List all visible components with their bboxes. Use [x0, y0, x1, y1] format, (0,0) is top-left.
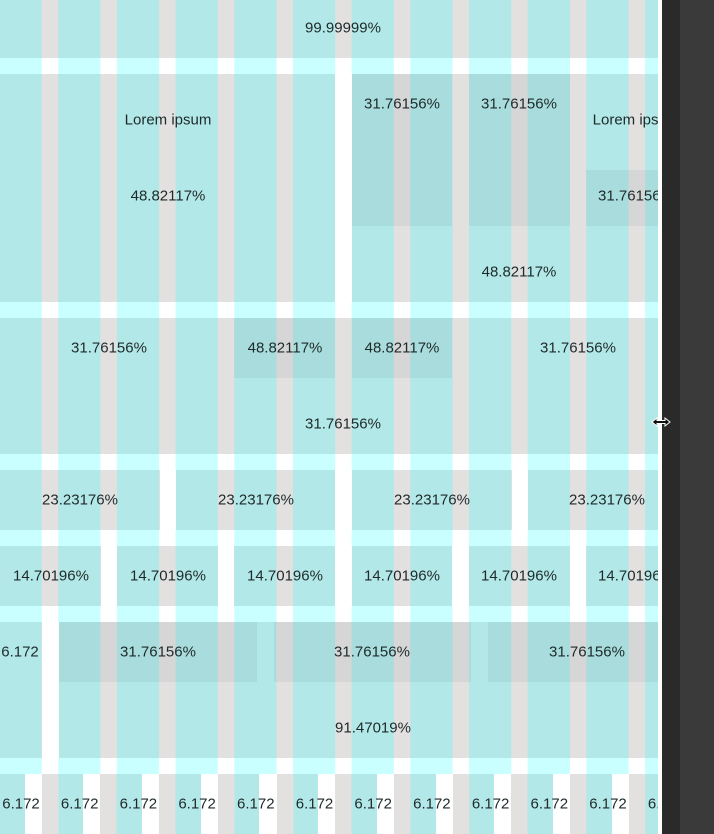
cell: [176, 470, 335, 530]
cell-label: 31.76156%: [598, 187, 658, 205]
cell-label: 6.172: [237, 795, 275, 813]
row-gap: [0, 606, 658, 622]
cell-label: Lorem ipsum: [592, 111, 658, 129]
cell-label: 14.70196%: [247, 567, 323, 585]
cell: [352, 470, 512, 530]
cell-label: 23.23176%: [569, 491, 645, 509]
cell-shaded: [586, 170, 658, 226]
cell-label: 14.70196%: [13, 567, 89, 585]
cell-label: 6.172: [1, 643, 39, 661]
cell: [452, 774, 495, 834]
cell: [0, 622, 42, 758]
cell: [41, 774, 84, 834]
cell-label: 6.172: [2, 795, 40, 813]
cell-label: 99.99999%: [305, 19, 381, 37]
cell-shaded: [469, 74, 570, 226]
cell-shaded: [274, 622, 471, 682]
cell-label: 48.82117%: [247, 339, 323, 357]
cell: [0, 0, 658, 58]
cell: [159, 774, 201, 834]
cell-label: 48.82117%: [481, 263, 557, 281]
row-gap: [0, 454, 658, 470]
cell-label: 48.82117%: [364, 339, 440, 357]
cell-label: 6.172: [60, 795, 99, 813]
cell: [469, 546, 570, 606]
cell: [393, 774, 436, 834]
cell: [117, 546, 218, 606]
cell: [0, 74, 335, 302]
cell-label: 6.172: [471, 795, 510, 813]
resize-handle[interactable]: [662, 0, 680, 834]
cell-shaded: [352, 74, 452, 226]
cell-label: 6.172: [413, 795, 451, 813]
cell-label: 23.23176%: [218, 491, 294, 509]
cell-label: 31.76156%: [481, 95, 557, 113]
cell-label: 6.172: [647, 795, 658, 813]
cell-label: 31.76156%: [549, 643, 625, 661]
row-gap: [0, 758, 658, 774]
row-gap: [0, 530, 658, 546]
cell-label: Lorem ipsum: [124, 111, 212, 129]
cell: [217, 774, 260, 834]
cell-label: 6.172: [178, 795, 216, 813]
cell: [570, 774, 612, 834]
cell-label: 31.76156%: [71, 339, 147, 357]
cell-label: 6.172: [530, 795, 569, 813]
row-gap: [0, 58, 658, 74]
cell: [234, 546, 335, 606]
cell-label: 6.172: [295, 795, 334, 813]
cell: [511, 774, 553, 834]
cell-label: 31.76156%: [364, 95, 440, 113]
cell: [0, 546, 101, 606]
cell: [335, 774, 377, 834]
cell-label: 6.172: [354, 795, 392, 813]
cell-label: 6.172: [119, 795, 158, 813]
cell-label: 14.70196%: [364, 567, 440, 585]
cell: [528, 470, 658, 530]
cell-label: 6.172: [589, 795, 627, 813]
scrollbar-area: [680, 0, 714, 834]
cell: [100, 774, 143, 834]
cell: [276, 774, 319, 834]
cell-label: 31.76156%: [120, 643, 196, 661]
cell-label: 14.70196%: [130, 567, 206, 585]
cell-label: 31.76156%: [305, 415, 381, 433]
cell-shaded: [352, 318, 452, 378]
cell-label: 23.23176%: [42, 491, 118, 509]
cell-shaded: [234, 318, 335, 378]
cell: [586, 546, 658, 606]
cell-shaded: [488, 622, 658, 682]
cell: [0, 774, 25, 834]
cell: [352, 546, 452, 606]
cell-label: 14.70196%: [598, 567, 658, 585]
cell-label: 23.23176%: [394, 491, 470, 509]
cell-label: 14.70196%: [481, 567, 557, 585]
cell-label: 48.82117%: [130, 187, 206, 205]
cell-label: 91.47019%: [335, 719, 411, 737]
cell-shaded: [59, 622, 257, 682]
row-gap: [0, 302, 658, 318]
cell: [628, 774, 658, 834]
cell-label: 31.76156%: [540, 339, 616, 357]
cell: [0, 470, 160, 530]
resize-cursor: [651, 416, 671, 428]
grid-demo: 99.99999% Lorem ipsum 48.82117% 31.76156% 31…: [0, 0, 658, 834]
cell-label: 31.76156%: [334, 643, 410, 661]
